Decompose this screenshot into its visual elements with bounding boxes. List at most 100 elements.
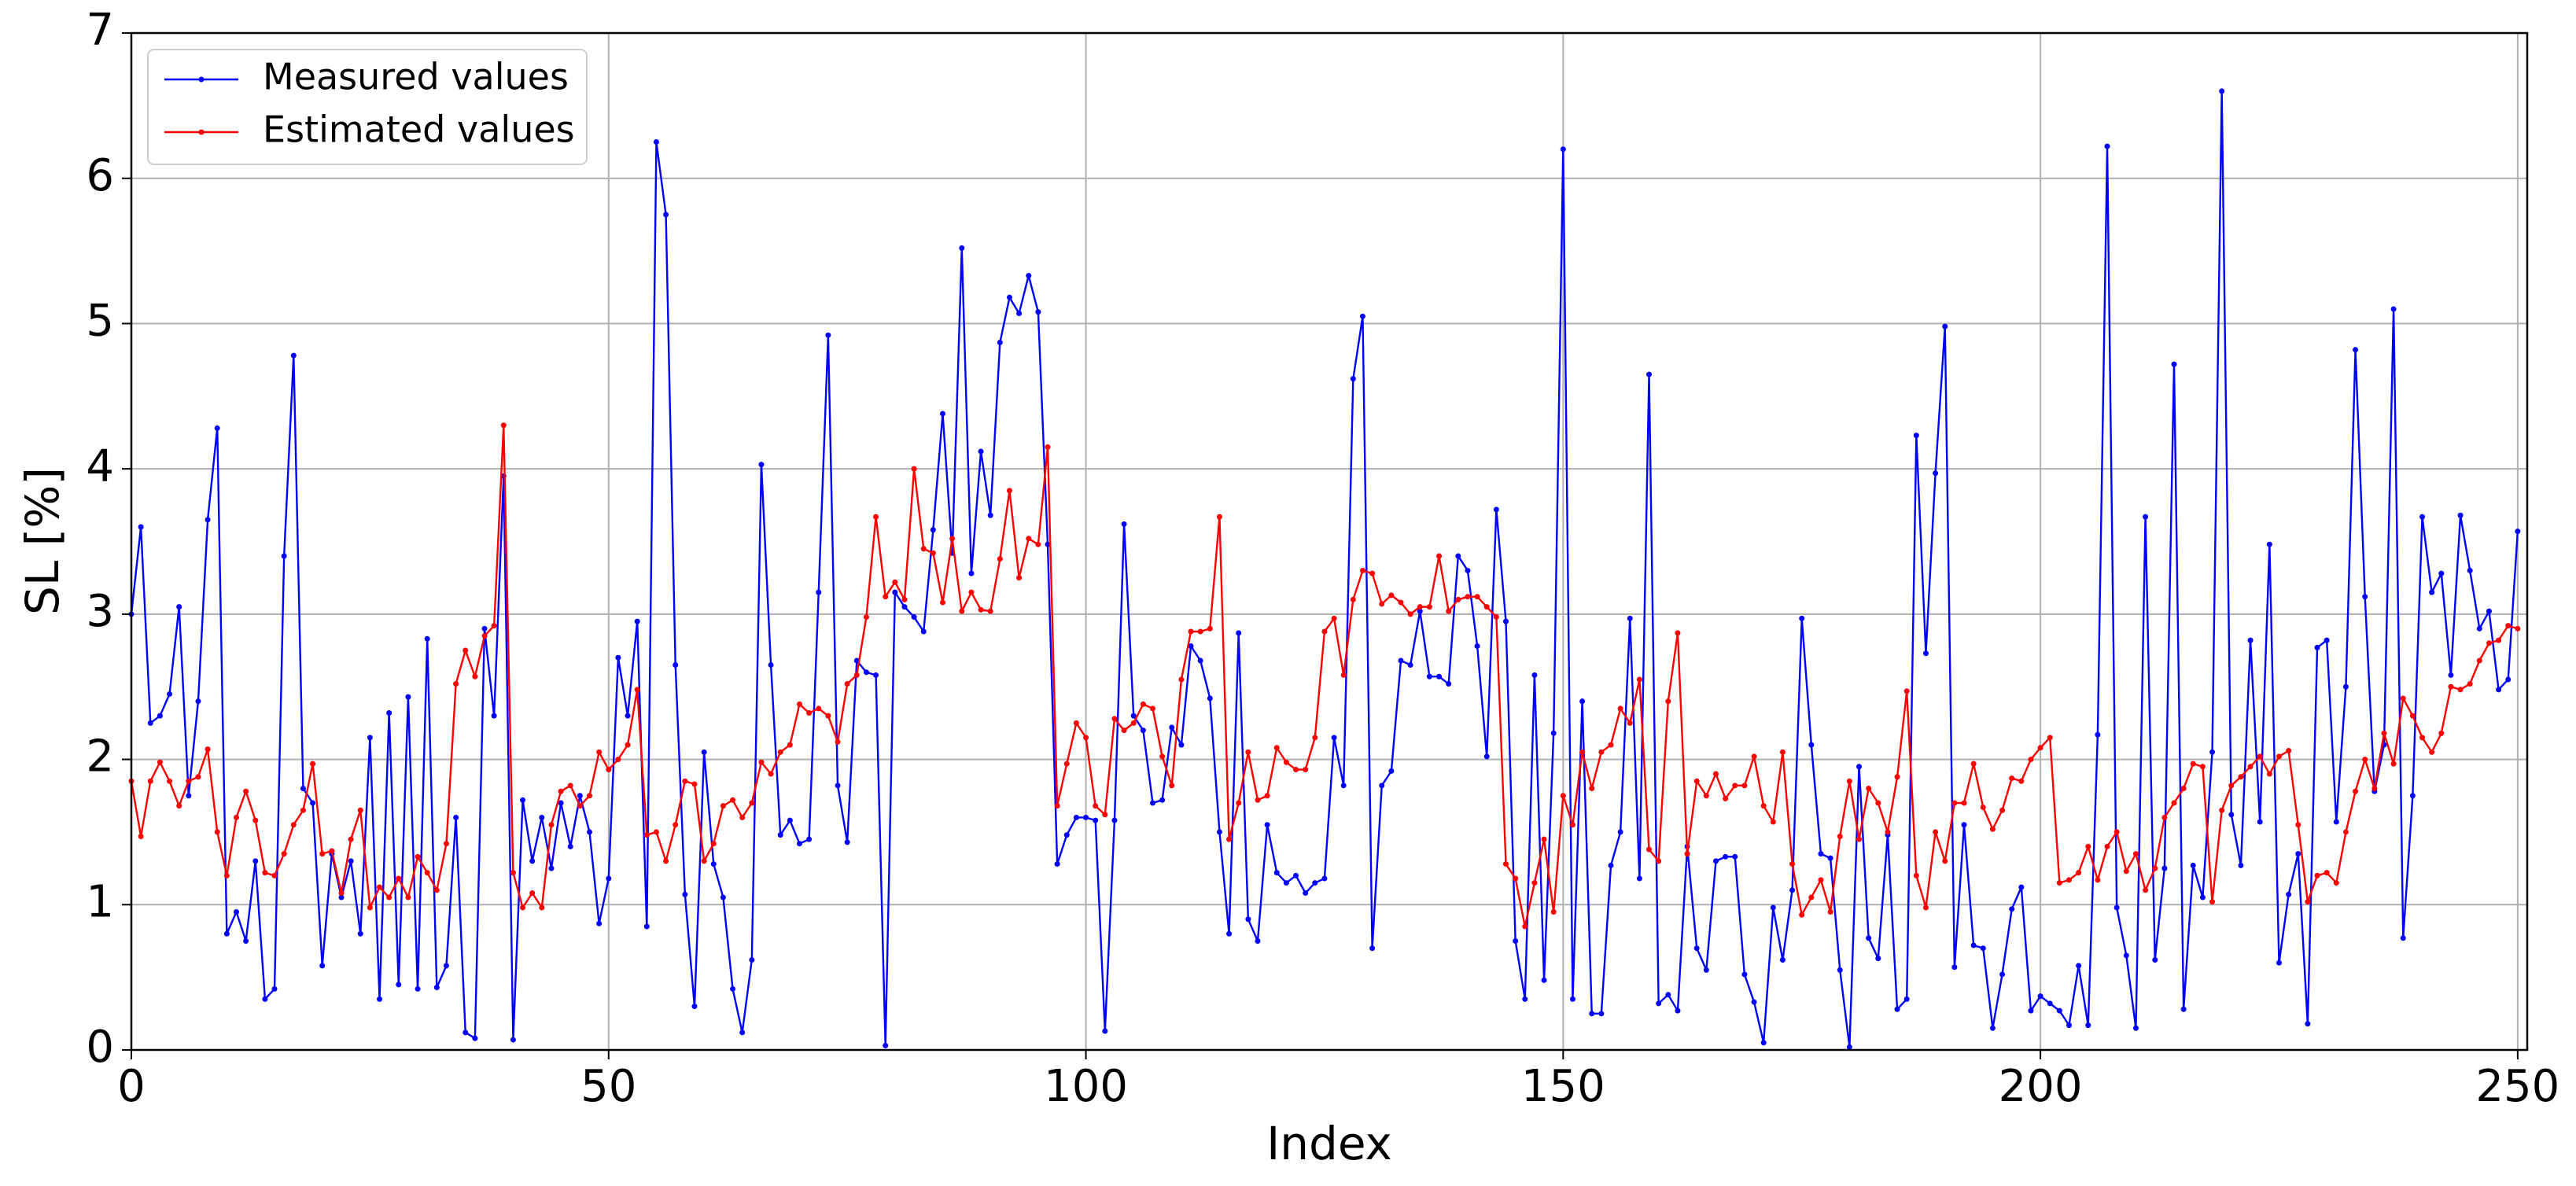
data-point [243,788,249,794]
data-point [539,814,545,820]
data-point [195,774,201,780]
data-point [796,841,802,847]
data-point [1178,676,1185,683]
data-point [2342,829,2349,835]
data-point [978,448,984,455]
data-point [1741,971,1748,978]
data-point [1703,793,1709,799]
data-point [1999,807,2006,813]
data-point [338,894,345,901]
data-point [1207,695,1213,702]
data-point [1675,630,1681,636]
data-point [2429,589,2435,595]
data-point [1579,698,1586,705]
y-tick-label: 6 [86,150,114,201]
data-point [2371,786,2378,792]
data-point [825,713,831,719]
data-point [615,757,621,763]
data-point [1407,662,1413,669]
data-point [1293,872,1299,878]
data-point [271,872,278,878]
data-point [949,536,956,542]
data-point [2228,783,2235,789]
data-point [1560,793,1566,799]
data-point [883,1042,889,1048]
data-point [367,904,373,911]
x-tick-label: 0 [117,1061,146,1112]
data-point [615,654,621,661]
data-point [634,618,640,624]
data-point [701,749,707,755]
plot-area [128,88,2521,1050]
data-point [271,985,278,992]
data-point [262,996,268,1002]
data-point [1818,851,1824,857]
data-point [2333,819,2339,825]
data-point [1093,817,1099,823]
data-point [377,884,383,890]
data-point [1989,826,1996,832]
data-point [1751,753,1757,760]
data-point [959,608,965,614]
data-point [1073,720,1079,726]
data-point [1665,992,1671,998]
data-point [176,604,182,610]
data-point [606,767,612,773]
data-point [1608,862,1614,868]
data-point [987,608,993,614]
data-point [1379,783,1385,789]
data-point [1293,767,1299,773]
data-point [558,788,564,794]
data-point [567,843,573,849]
legend-marker [198,129,205,135]
data-point [2113,904,2120,911]
data-point [1760,803,1767,809]
data-point [2276,753,2282,760]
data-point [262,870,268,876]
data-point [1531,880,1538,886]
data-point [1779,956,1786,963]
data-point [500,422,507,429]
data-point [1989,1025,1996,1031]
y-tick-label: 0 [86,1022,114,1073]
data-point [1656,1000,1662,1007]
data-point [777,832,783,838]
data-point [2113,829,2120,835]
data-point [2028,1007,2034,1014]
data-point [377,996,383,1002]
data-point [520,904,526,911]
data-point [1398,599,1404,606]
data-point [310,800,316,806]
data-point [1063,832,1070,838]
data-point [2314,644,2320,650]
data-point [1827,909,1833,915]
data-point [1465,594,1471,600]
x-tick-label: 200 [1999,1061,2083,1112]
data-point [1723,795,1729,801]
data-point [863,669,869,676]
data-point [1436,673,1443,680]
data-point [787,742,793,748]
legend-box [147,49,588,165]
data-point [176,803,182,809]
data-point [2199,764,2206,770]
data-point [396,982,402,988]
data-point [1226,836,1233,842]
data-point [1541,977,1547,983]
data-point [1866,935,1872,941]
data-point [138,833,144,839]
data-point [749,800,755,806]
data-point [2515,529,2521,535]
data-point [2037,745,2043,751]
axes-frame [130,31,2529,1052]
data-point [1760,1040,1767,1046]
data-point [2047,1000,2053,1007]
data-point [2104,843,2110,849]
data-point [1933,470,1939,477]
data-point [443,963,449,969]
data-point [1283,759,1289,765]
data-point [329,848,335,854]
data-point [873,514,879,520]
data-point [2286,891,2292,897]
data-point [673,822,679,828]
